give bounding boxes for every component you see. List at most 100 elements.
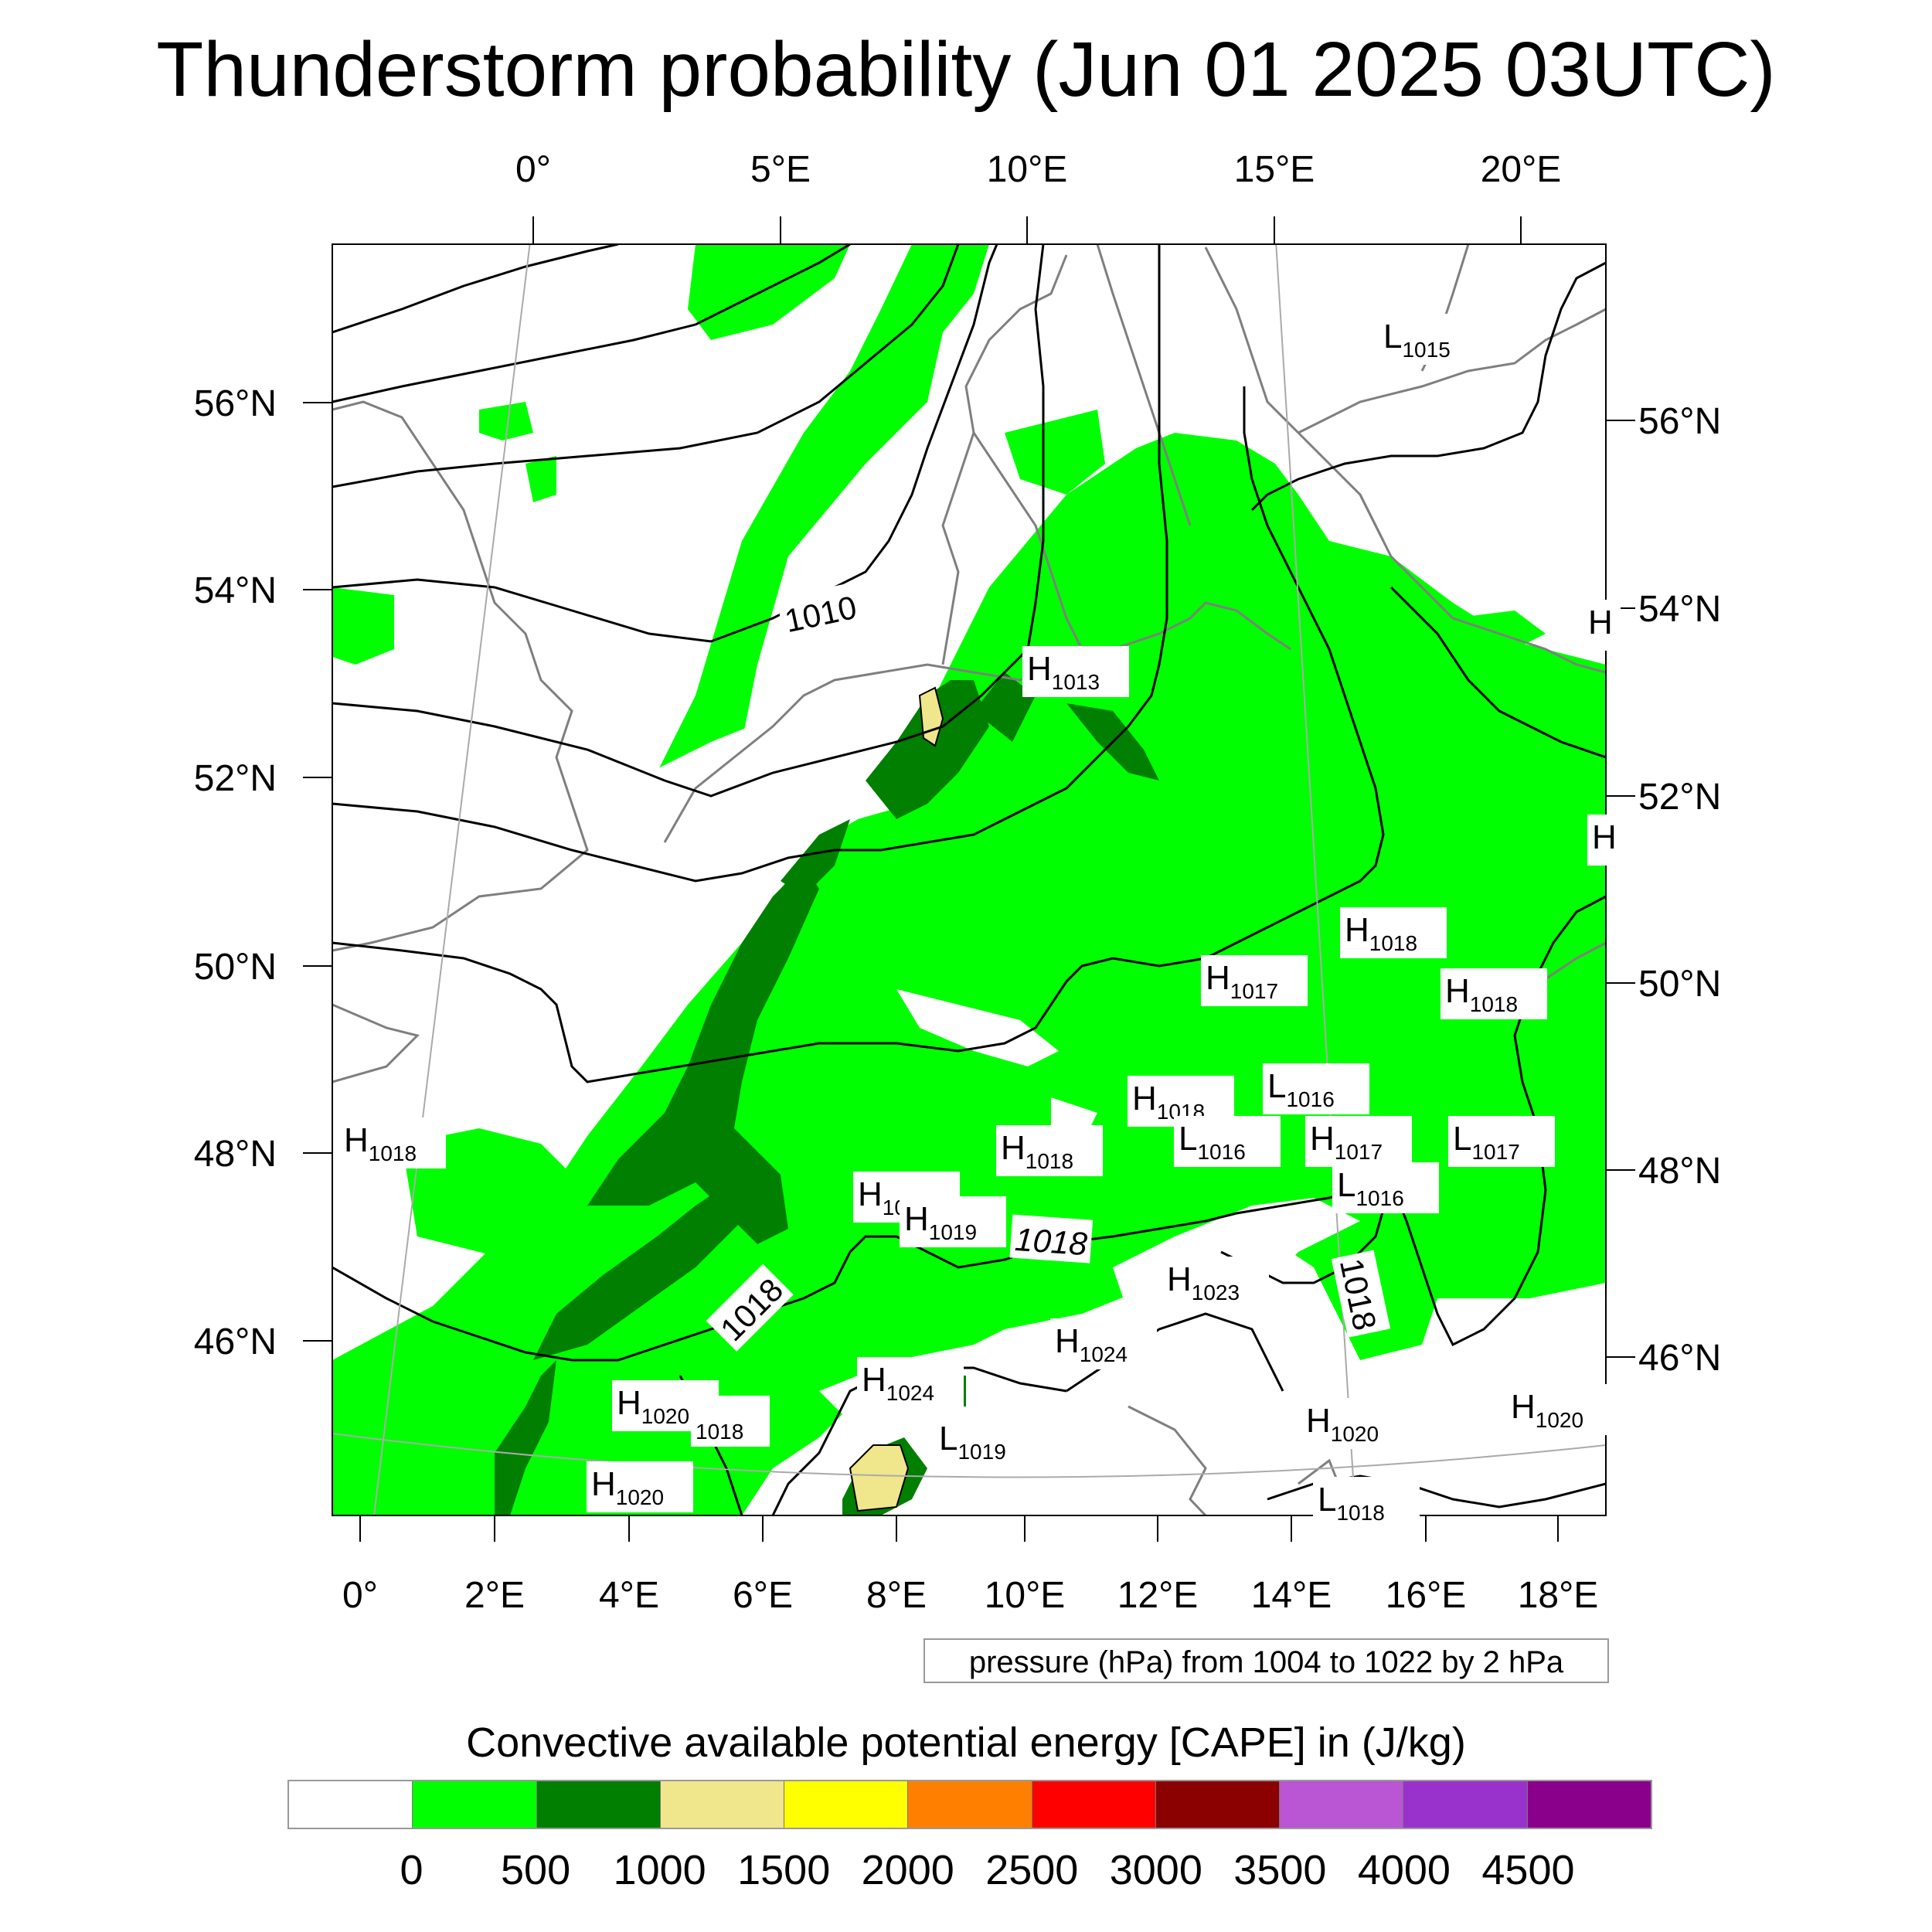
pressure-center: H1018	[339, 1117, 446, 1168]
isobar-label: 1018	[1014, 1221, 1089, 1262]
pressure-center-letter: L	[939, 1420, 957, 1458]
pressure-center: H1024	[1050, 1318, 1157, 1369]
cape-field-high	[849, 686, 944, 1512]
pressure-center-letter: L	[1453, 1120, 1471, 1158]
pressure-center-letter: H	[1206, 959, 1230, 997]
pressure-center: L1018	[1313, 1477, 1420, 1528]
bottom-lon-label: 0°	[342, 1575, 378, 1616]
pressure-center: H	[1587, 815, 1624, 866]
pressure-center-letter: H	[862, 1361, 886, 1399]
pressure-center: H1020	[587, 1461, 693, 1512]
left-lat-label: 54°N	[194, 570, 277, 611]
bottom-lon-label: 2°E	[464, 1575, 525, 1616]
pressure-center-letter: H	[1588, 604, 1613, 641]
bottom-lon-label: 6°E	[733, 1575, 793, 1616]
pressure-center: H1013	[1022, 646, 1129, 697]
svg-text:H1020: H1020	[1511, 1388, 1583, 1432]
colorbar-tick-label: 2000	[861, 1847, 954, 1893]
bottom-lon-label: 18°E	[1518, 1575, 1599, 1616]
right-lat-label: 46°N	[1638, 1338, 1721, 1379]
left-lat-label: 52°N	[194, 758, 277, 799]
bottom-lon-label: 10°E	[985, 1575, 1066, 1616]
svg-text:H1020: H1020	[617, 1384, 689, 1428]
pressure-center: L1016	[1263, 1063, 1369, 1114]
top-lon-label: 20°E	[1481, 149, 1562, 190]
colorbar-segment	[289, 1781, 413, 1828]
pressure-center: H1018	[1340, 907, 1447, 958]
pressure-center-value: 1020	[1331, 1422, 1379, 1446]
svg-text:L1019: L1019	[939, 1420, 1006, 1464]
svg-text:L1018: L1018	[1318, 1481, 1385, 1525]
bottom-lon-label: 4°E	[599, 1575, 659, 1616]
pressure-center-letter: H	[344, 1121, 369, 1159]
right-lat-label: 56°N	[1638, 401, 1721, 442]
svg-text:H1018: H1018	[1001, 1129, 1073, 1173]
pressure-center-letter: L	[1337, 1166, 1355, 1204]
left-lat-label: 50°N	[194, 947, 277, 988]
svg-text:H1024: H1024	[862, 1361, 934, 1405]
colorbar-ticks: 0 500 1000 1500 2000 2500 3000 3500 4000 4500	[0, 1843, 1932, 1897]
top-lon-label: 15°E	[1234, 149, 1315, 190]
pressure-center-value: 1016	[1286, 1087, 1334, 1111]
colorbar-segment	[784, 1781, 908, 1828]
svg-text:H1017: H1017	[1310, 1120, 1383, 1164]
pressure-note: pressure (hPa) from 1004 to 1022 by 2 hP…	[923, 1638, 1609, 1683]
pressure-center-value: 1023	[1192, 1281, 1240, 1304]
colorbar-segment	[1279, 1781, 1403, 1828]
pressure-center-letter: H	[1132, 1080, 1157, 1117]
left-lat-label: 48°N	[194, 1134, 277, 1175]
left-tick-marks	[303, 402, 332, 1342]
colorbar-tick-label: 4500	[1481, 1847, 1575, 1893]
svg-text:H1020: H1020	[1306, 1402, 1379, 1446]
bottom-tick-marks	[359, 1515, 1559, 1542]
svg-text:H1024: H1024	[1055, 1322, 1128, 1366]
pressure-center: H1017	[1305, 1116, 1412, 1167]
pressure-center-letter: H	[1310, 1120, 1335, 1158]
colorbar-segment	[907, 1781, 1032, 1828]
colorbar-segment	[1526, 1781, 1651, 1828]
pressure-center: H1018	[996, 1125, 1103, 1176]
pressure-center-value: 1018	[1336, 1501, 1384, 1525]
top-lon-label: 5°E	[750, 149, 811, 190]
right-tick-marks	[1606, 420, 1635, 1358]
isobars	[332, 244, 1606, 1515]
pressure-center-value: 1024	[886, 1381, 934, 1405]
isobar-label-group: 1010 1018 1018 1018	[706, 581, 1391, 1352]
svg-text:L1016: L1016	[1267, 1067, 1335, 1111]
colorbar-tick-label: 4000	[1357, 1847, 1451, 1893]
pressure-center-letter: H	[1306, 1402, 1331, 1440]
pressure-center: H1020	[1506, 1384, 1613, 1435]
pressure-center-letter: H	[1167, 1260, 1192, 1298]
pressure-center: H1020	[1301, 1398, 1408, 1449]
svg-text:L1016: L1016	[1179, 1120, 1246, 1164]
pressure-center-value: 1013	[1052, 670, 1100, 694]
pressure-center-value: 1018	[1026, 1149, 1073, 1173]
pressure-center: H1018	[1440, 968, 1547, 1019]
svg-text:H: H	[1592, 818, 1617, 856]
pressure-center-value: 1024	[1080, 1342, 1128, 1366]
pressure-center-letter: L	[1318, 1481, 1336, 1519]
pressure-center-value: 1017	[1471, 1140, 1519, 1164]
pressure-center-letter: H	[1445, 972, 1470, 1010]
top-lon-label: 0°	[515, 149, 551, 190]
bottom-lon-label: 16°E	[1386, 1575, 1467, 1616]
pressure-center-value: 1020	[641, 1404, 689, 1428]
left-lat-label: 46°N	[194, 1321, 277, 1362]
pressure-center-value: 1017	[1335, 1140, 1383, 1164]
pressure-center-letter: H	[904, 1200, 929, 1238]
svg-text:H1018: H1018	[1445, 972, 1518, 1016]
top-tick-marks	[532, 216, 1522, 244]
pressure-center-letter: H	[858, 1175, 883, 1213]
colorbar-tick-label: 500	[501, 1847, 571, 1893]
pressure-center-value: 1017	[1230, 979, 1278, 1003]
colorbar-tick-label: 3500	[1233, 1847, 1327, 1893]
colorbar-tick-label: 1500	[737, 1847, 831, 1893]
pressure-center-letter: L	[1383, 318, 1402, 355]
right-lat-label: 52°N	[1638, 777, 1721, 818]
pressure-center-value: 1019	[957, 1440, 1005, 1464]
svg-text:H1017: H1017	[1206, 959, 1278, 1003]
pressure-center: H1017	[1201, 955, 1308, 1006]
pressure-center-value: 1018	[1470, 992, 1518, 1016]
bottom-lon-label: 14°E	[1251, 1575, 1332, 1616]
